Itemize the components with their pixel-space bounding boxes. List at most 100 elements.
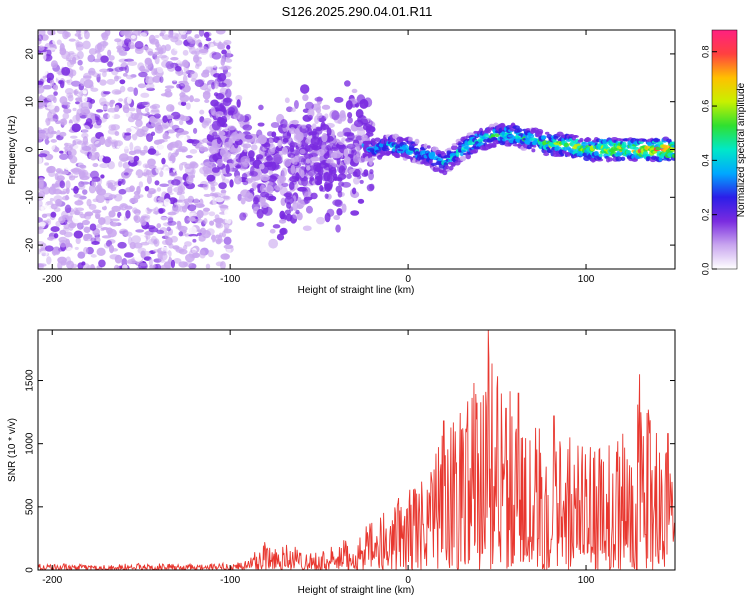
spectrogram-cell — [164, 85, 175, 89]
spectrogram-cell — [74, 246, 79, 250]
spectrogram-cell — [211, 52, 222, 60]
spectrogram-cell — [135, 229, 145, 233]
spectrogram-cell — [187, 226, 197, 234]
spectrogram-cell — [75, 236, 81, 245]
spectrogram-cell — [189, 71, 198, 80]
spectrogram-cell — [168, 119, 174, 128]
spectrogram-cell — [51, 249, 61, 256]
spectrogram-cell — [671, 144, 675, 148]
spectrogram-cell — [166, 62, 176, 72]
spectrogram-cell — [39, 78, 45, 86]
spectrogram-cell — [284, 209, 291, 215]
spectrogram-cell — [147, 158, 156, 167]
spectrogram-cell — [57, 260, 63, 269]
spectrogram-cell — [92, 209, 102, 214]
spectrogram-cell — [395, 154, 401, 159]
spectrogram-cell — [72, 139, 82, 145]
spectrogram-cell — [250, 144, 258, 151]
spectrogram-cell — [96, 109, 104, 113]
spectrogram-cell — [217, 43, 226, 50]
spectrogram-cell — [324, 212, 331, 223]
spectrogram-cell — [105, 198, 110, 204]
spectrogram-cell — [216, 117, 225, 128]
spectrogram-cell — [295, 209, 300, 215]
spectrogram-cell — [241, 172, 248, 180]
spectrogram-cell — [52, 188, 63, 195]
spectrogram-cell — [82, 40, 91, 50]
spectrogram-cell — [272, 224, 281, 229]
spectrogram-cell — [194, 34, 200, 39]
spectrogram-cell — [281, 167, 288, 177]
spectrogram-cell — [225, 88, 232, 99]
spectrogram-cell — [109, 99, 116, 105]
spectrogram-cell — [149, 117, 158, 123]
spectrogram-cell — [186, 36, 193, 42]
spectrogram-cell — [317, 166, 324, 176]
spectrogram-cell — [183, 261, 193, 267]
colorbar-gradient — [711, 29, 738, 270]
spectrogram-cell — [172, 203, 182, 213]
spectrogram-cell — [300, 169, 305, 179]
spectrogram-cell — [226, 49, 232, 58]
spectrogram-cell — [90, 237, 97, 243]
spectrogram-cell — [239, 212, 247, 221]
spectrogram-cell — [154, 206, 159, 216]
spectrogram-cell — [338, 165, 346, 175]
spectrogram-cell — [261, 201, 268, 209]
spectrogram-cell — [130, 174, 138, 179]
spectrogram-cell — [65, 256, 72, 266]
spectrogram-cell — [203, 207, 211, 212]
spectrogram-cell — [171, 207, 180, 215]
spectrogram-cell — [84, 211, 94, 217]
spectrogram-cell — [152, 51, 157, 57]
snr-x-tick-label: 100 — [578, 575, 595, 586]
spectrogram-cell — [220, 58, 226, 66]
spectrogram-cell — [55, 198, 62, 207]
spectrogram-cell — [544, 131, 550, 135]
spectrogram-cell — [303, 196, 313, 201]
spectrogram-cell — [335, 224, 341, 233]
spectrogram-cell — [204, 88, 211, 93]
spectrogram-cell — [356, 150, 361, 158]
spectrogram-cell — [88, 152, 98, 161]
spectrogram-cell — [96, 118, 102, 126]
spectrogram-cell — [125, 74, 134, 80]
snr-panel: -200 -100 0 100 0 500 1000 1500 Height of stra… — [7, 329, 676, 596]
colorbar: 0.0 0.2 0.4 0.6 0.8 Normalized spectral ampl… — [700, 29, 747, 275]
spectrogram-y-axis: -20 -10 0 10 20 — [25, 48, 675, 252]
spectrogram-cell — [100, 174, 105, 179]
spectrogram-cell — [88, 48, 97, 55]
spectrogram-cell — [363, 169, 369, 177]
spectrogram-cell — [602, 139, 608, 145]
spectrogram-cell — [64, 204, 72, 214]
spectrogram-cell — [176, 220, 181, 226]
spectrogram-cell — [121, 145, 131, 150]
spectrogram-cell — [351, 149, 357, 156]
spectrogram-cell — [326, 174, 333, 183]
spectrogram-cell — [67, 103, 73, 110]
spectrogram-cell — [201, 229, 211, 239]
spectrogram-cell — [454, 157, 461, 161]
spectrogram-cell — [368, 126, 376, 133]
spectrogram-cell — [178, 83, 185, 89]
spectrogram-cell — [87, 70, 94, 74]
spectrogram-cell — [203, 31, 210, 39]
spectrogram-cell — [313, 162, 322, 167]
spectrogram-cell — [208, 154, 218, 163]
snr-x-label: Height of straight line (km) — [298, 585, 415, 596]
spectrogram-cell — [133, 190, 141, 196]
spectrogram-cell — [113, 193, 123, 202]
spectrogram-cell — [202, 183, 209, 191]
spectrogram-cell — [184, 241, 192, 247]
spectrogram-cell — [233, 141, 239, 149]
spectrogram-cell — [192, 127, 198, 134]
spectrogram-cell — [283, 192, 292, 198]
spectrogram-cell — [343, 156, 351, 165]
spectrogram-cell — [285, 213, 293, 222]
spectrogram-cell — [133, 87, 139, 97]
spectrogram-cell — [295, 131, 304, 142]
spectrogram-cell — [444, 165, 450, 170]
spectrogram-cell — [305, 158, 311, 164]
spectrogram-cell — [174, 47, 184, 52]
spectrogram-cell — [100, 101, 111, 107]
